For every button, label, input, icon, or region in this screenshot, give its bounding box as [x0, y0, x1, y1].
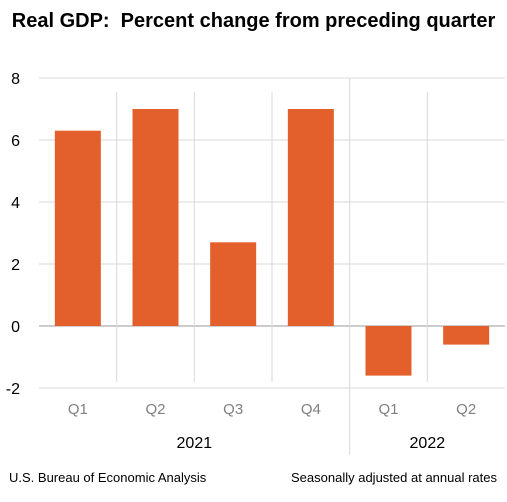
y-tick-label: 4: [11, 195, 20, 212]
x-tick-label: Q2: [456, 401, 476, 418]
source-note: U.S. Bureau of Economic Analysis: [9, 470, 207, 485]
year-label: 2022: [410, 435, 446, 452]
x-tick-label: Q2: [145, 401, 165, 418]
bar-4: [287, 109, 334, 326]
x-tick-label: Q1: [68, 401, 88, 418]
y-tick-label: 6: [11, 133, 20, 150]
year-label: 2021: [177, 435, 213, 452]
x-tick-label: Q4: [301, 401, 321, 418]
y-tick-label: -2: [6, 381, 20, 398]
bar-5: [365, 326, 412, 376]
bar-6: [443, 326, 490, 345]
x-tick-label: Q1: [378, 401, 398, 418]
chart-title: Real GDP: Percent change from preceding …: [11, 10, 496, 32]
y-tick-label: 0: [11, 319, 20, 336]
y-tick-label: 2: [11, 257, 20, 274]
x-tick-label: Q3: [223, 401, 243, 418]
bar-3: [210, 242, 257, 326]
adjustment-note: Seasonally adjusted at annual rates: [291, 470, 497, 485]
y-tick-label: 8: [11, 71, 20, 88]
bar-2: [132, 109, 179, 326]
bar-1: [54, 130, 101, 326]
